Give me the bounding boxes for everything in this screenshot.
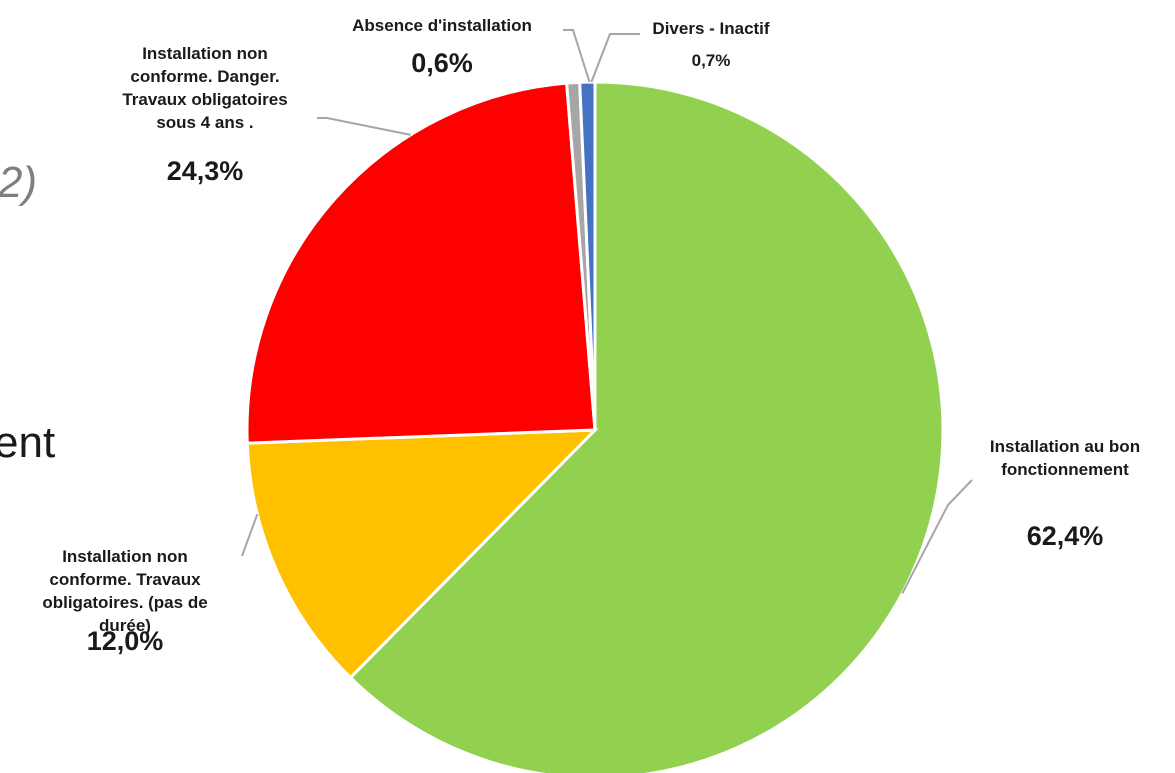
slice-label-line: Installation au bon — [990, 437, 1140, 456]
leader-line-3 — [563, 29, 591, 83]
pie-slice-4 — [578, 80, 597, 431]
slice-label-line: conforme. Danger. — [130, 67, 279, 86]
slice-label-line: obligatoires. (pas de — [42, 593, 207, 612]
slice-label-line: sous 4 ans . — [156, 113, 253, 132]
slice-value-label: 0,7% — [692, 51, 731, 70]
pie-slice-1 — [245, 428, 599, 680]
slice-value-label: 0,6% — [411, 48, 473, 78]
leader-line-1 — [241, 513, 259, 557]
slice-value-label: 62,4% — [1027, 521, 1104, 551]
slice-label-line: Travaux obligatoires — [122, 90, 287, 109]
slice-label-line: Installation non — [62, 547, 188, 566]
slice-label-installation-bon-fonctionnement: Installation au bon fonctionnement 62,4% — [990, 437, 1140, 551]
pie-slice-2 — [245, 81, 597, 445]
pie-slices — [245, 80, 945, 773]
leader-lines — [241, 29, 973, 594]
pie-slice-0 — [348, 80, 945, 773]
slice-label-line: fonctionnement — [1001, 460, 1129, 479]
slice-label-line: durée) — [99, 616, 151, 635]
slice-value-label: 24,3% — [167, 156, 244, 186]
leader-line-4 — [590, 33, 640, 83]
slice-label-absence-installation: Absence d'installation 0,6% — [352, 16, 532, 78]
slice-label-non-conforme-travaux: Installation non conforme. Travaux oblig… — [42, 547, 207, 656]
slice-label-divers-inactif: Divers - Inactif 0,7% — [652, 19, 769, 70]
slice-label-line: conforme. Travaux — [49, 570, 201, 589]
slice-label-non-conforme-danger: Installation non conforme. Danger. Trava… — [122, 44, 287, 186]
leader-line-2 — [317, 117, 411, 136]
leader-line-0 — [901, 479, 973, 594]
slice-label-line: Absence d'installation — [352, 16, 532, 35]
slice-label-line: Installation non — [142, 44, 268, 63]
slice-label-line: Divers - Inactif — [652, 19, 769, 38]
background-text-fragment-top: 2) — [0, 158, 38, 207]
slice-value-label: 12,0% — [87, 626, 164, 656]
background-text-fragment-mid: ent — [0, 418, 56, 467]
